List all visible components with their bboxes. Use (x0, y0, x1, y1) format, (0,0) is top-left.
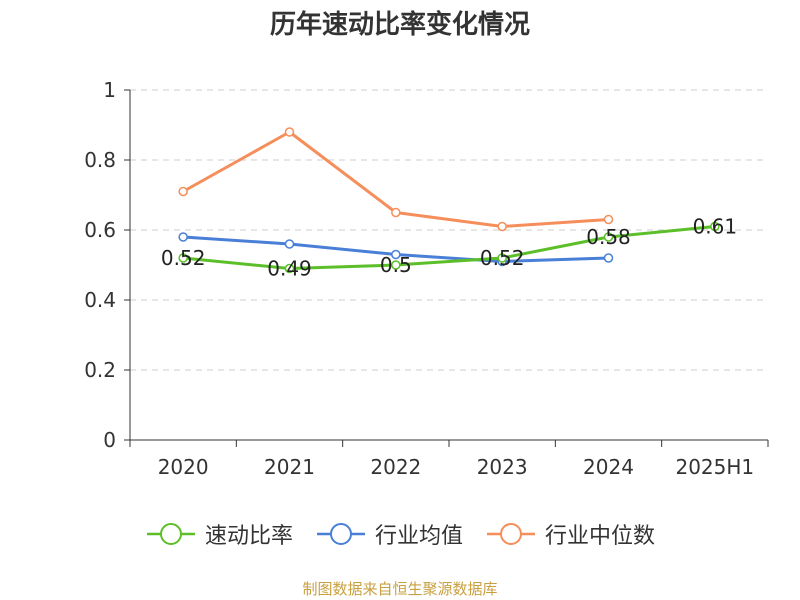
x-tick-label: 2024 (583, 455, 634, 479)
series-line-quick_ratio (183, 225, 715, 270)
data-point-quick_ratio (391, 260, 401, 270)
legend-marker-icon (316, 523, 365, 545)
x-tick-label: 2021 (264, 455, 315, 479)
grid-lines (130, 89, 768, 371)
axes: 0 0.2 0.4 0.6 0.8 1 2020 2021 2022 2023 2024 2025H1 (84, 78, 769, 479)
y-tick-label: 1 (103, 78, 116, 102)
chart-title: 历年速动比率变化情况 (269, 10, 530, 40)
data-point-industry_avg (284, 239, 295, 249)
legend-circle (159, 523, 182, 545)
legend-label: 速动比率 (204, 524, 293, 549)
legend-marker-icon (146, 523, 195, 545)
data-point-quick_ratio (178, 253, 188, 263)
data-point-quick_ratio (710, 221, 720, 232)
x-tick-label: 2020 (158, 455, 209, 479)
y-tick-label: 0 (103, 428, 116, 452)
data-label: 0.52 (480, 246, 525, 270)
x-tick-label: 2023 (477, 455, 528, 479)
legend-item-industry_avg[interactable]: 行业均值 (315, 518, 463, 550)
source-note: 制图数据来自恒生聚源数据库 (302, 580, 498, 598)
data-label: 0.61 (693, 215, 738, 239)
data-labels: 0.52 0.49 0.5 0.52 0.58 0.61 (161, 215, 737, 281)
data-point-quick_ratio (603, 232, 614, 242)
legend-label: 行业均值 (374, 524, 463, 549)
data-point-industry_median (284, 127, 295, 137)
legend-circle (329, 523, 352, 545)
data-point-industry_median (391, 207, 401, 218)
y-tick-label: 0.6 (84, 218, 116, 242)
x-tick-label: 2022 (370, 455, 421, 479)
legend-label: 行业中位数 (545, 524, 656, 549)
legend-item-industry_median[interactable]: 行业中位数 (485, 518, 655, 550)
data-label: 0.5 (380, 253, 412, 277)
y-tick-label: 0.4 (84, 288, 116, 312)
data-label: 0.52 (161, 246, 206, 270)
data-point-quick_ratio (284, 263, 295, 274)
legend: 速动比率 行业均值 行业中位数 (0, 518, 800, 550)
series-lines (178, 127, 720, 274)
legend-marker-icon (487, 523, 535, 545)
data-point-industry_median (497, 221, 507, 232)
data-point-quick_ratio (497, 253, 507, 263)
y-tick-label: 0.8 (84, 148, 116, 172)
y-tick-label: 0.2 (84, 358, 116, 382)
data-point-industry_median (178, 186, 188, 197)
x-tick-label: 2025H1 (675, 455, 754, 479)
legend-item-quick_ratio[interactable]: 速动比率 (145, 518, 293, 550)
legend-circle (500, 523, 522, 545)
data-label: 0.58 (586, 225, 631, 249)
data-point-industry_avg (391, 249, 401, 260)
data-label: 0.49 (267, 257, 312, 281)
data-point-industry_median (603, 214, 614, 225)
data-point-industry_avg (178, 232, 188, 242)
data-point-industry_avg (603, 253, 614, 263)
